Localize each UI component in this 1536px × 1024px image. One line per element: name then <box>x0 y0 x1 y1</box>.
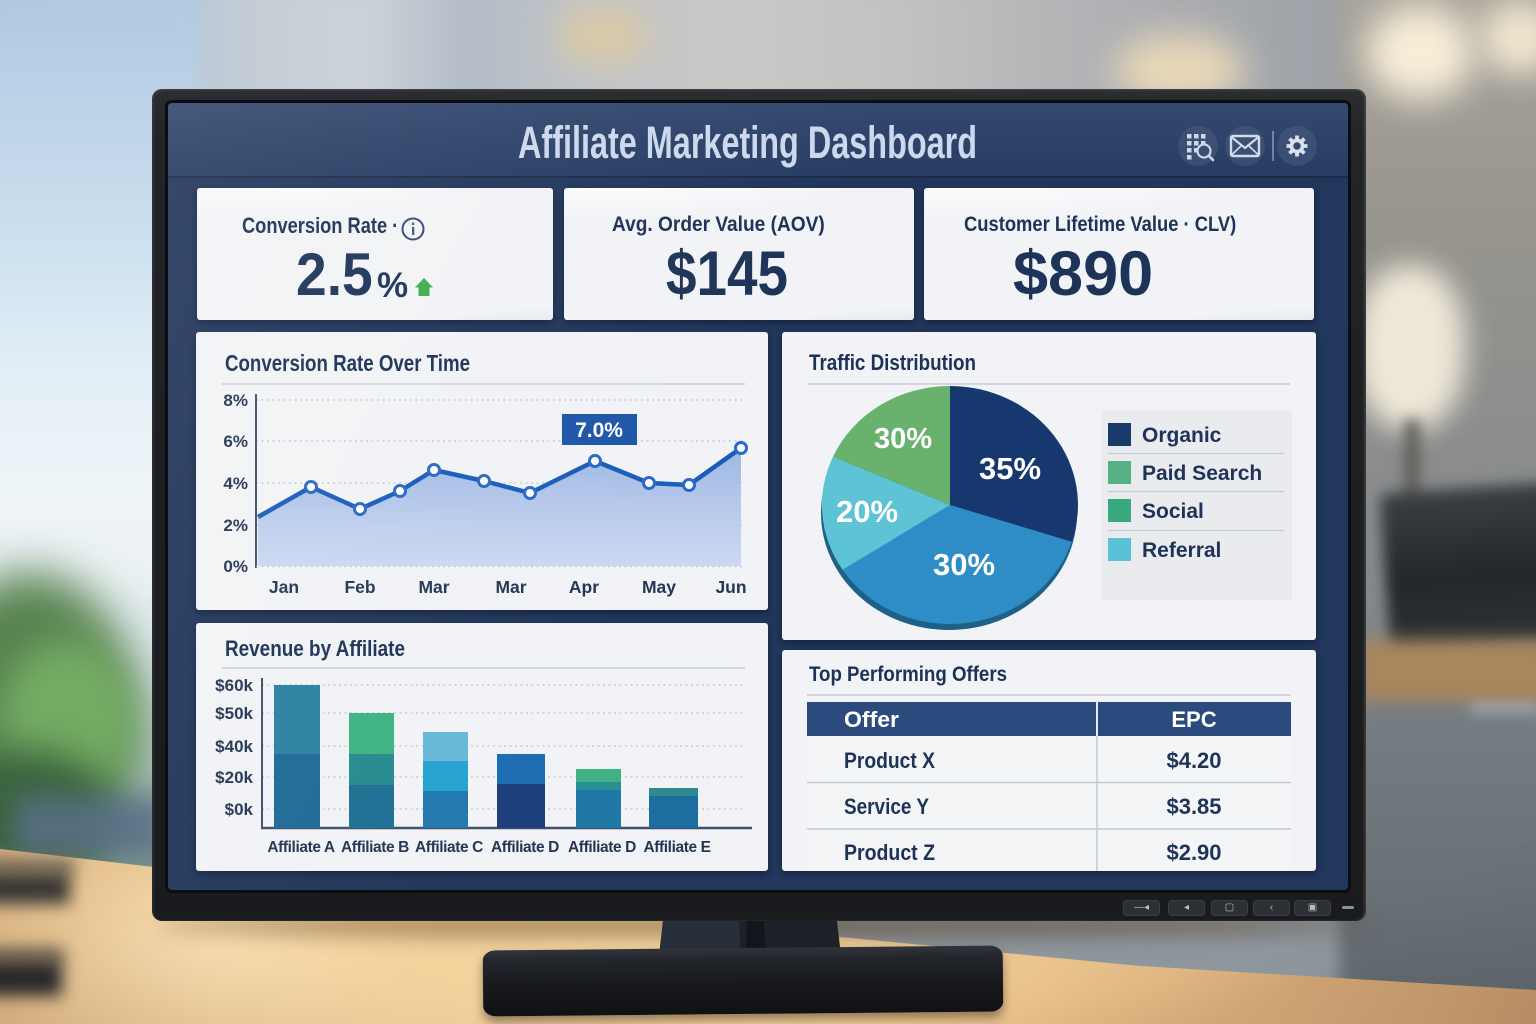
svg-text:Paid Search: Paid Search <box>1142 462 1262 485</box>
svg-text:Affiliate A: Affiliate A <box>267 839 335 856</box>
svg-text:Offer: Offer <box>844 707 899 732</box>
svg-text:4%: 4% <box>223 474 248 493</box>
svg-text:Affiliate C: Affiliate C <box>415 839 483 856</box>
svg-text:30%: 30% <box>933 547 995 582</box>
svg-text:Affiliate B: Affiliate B <box>341 839 409 856</box>
svg-text:Conversion Rate Over Time: Conversion Rate Over Time <box>225 350 470 376</box>
svg-text:Affiliate D: Affiliate D <box>568 839 636 856</box>
svg-text:Mar: Mar <box>418 577 449 597</box>
svg-text:Traffic Distribution: Traffic Distribution <box>809 350 976 375</box>
svg-text:30%: 30% <box>874 423 932 455</box>
svg-text:Product X: Product X <box>844 748 935 773</box>
svg-text:8%: 8% <box>223 391 248 410</box>
svg-text:0%: 0% <box>223 557 248 576</box>
svg-text:35%: 35% <box>979 451 1041 486</box>
svg-text:Affiliate D: Affiliate D <box>491 839 559 856</box>
svg-text:Jan: Jan <box>269 577 299 597</box>
svg-text:Affiliate E: Affiliate E <box>643 839 710 856</box>
svg-text:May: May <box>642 577 676 597</box>
svg-text:Service Y: Service Y <box>844 794 929 819</box>
svg-text:Social: Social <box>1142 500 1204 523</box>
svg-text:Apr: Apr <box>569 577 599 597</box>
svg-text:$0k: $0k <box>225 800 254 819</box>
svg-text:Mar: Mar <box>495 577 526 597</box>
svg-text:20%: 20% <box>836 494 898 529</box>
svg-text:Product Z: Product Z <box>844 840 935 865</box>
svg-text:$3.85: $3.85 <box>1166 794 1221 819</box>
svg-text:2%: 2% <box>223 516 248 535</box>
svg-text:Top Performing Offers: Top Performing Offers <box>809 663 1007 686</box>
svg-text:$2.90: $2.90 <box>1166 840 1221 865</box>
svg-text:Organic: Organic <box>1142 424 1222 447</box>
svg-text:7.0%: 7.0% <box>575 419 623 442</box>
svg-text:Jun: Jun <box>715 577 746 597</box>
svg-text:$40k: $40k <box>215 737 253 756</box>
svg-text:EPC: EPC <box>1171 707 1216 732</box>
svg-text:Referral: Referral <box>1142 539 1221 562</box>
svg-text:6%: 6% <box>223 432 248 451</box>
svg-text:Revenue by Affiliate: Revenue by Affiliate <box>225 636 405 661</box>
svg-text:$60k: $60k <box>215 676 253 695</box>
svg-text:$4.20: $4.20 <box>1166 748 1221 773</box>
svg-text:$50k: $50k <box>215 704 253 723</box>
svg-text:Feb: Feb <box>344 577 375 597</box>
svg-text:$20k: $20k <box>215 768 253 787</box>
